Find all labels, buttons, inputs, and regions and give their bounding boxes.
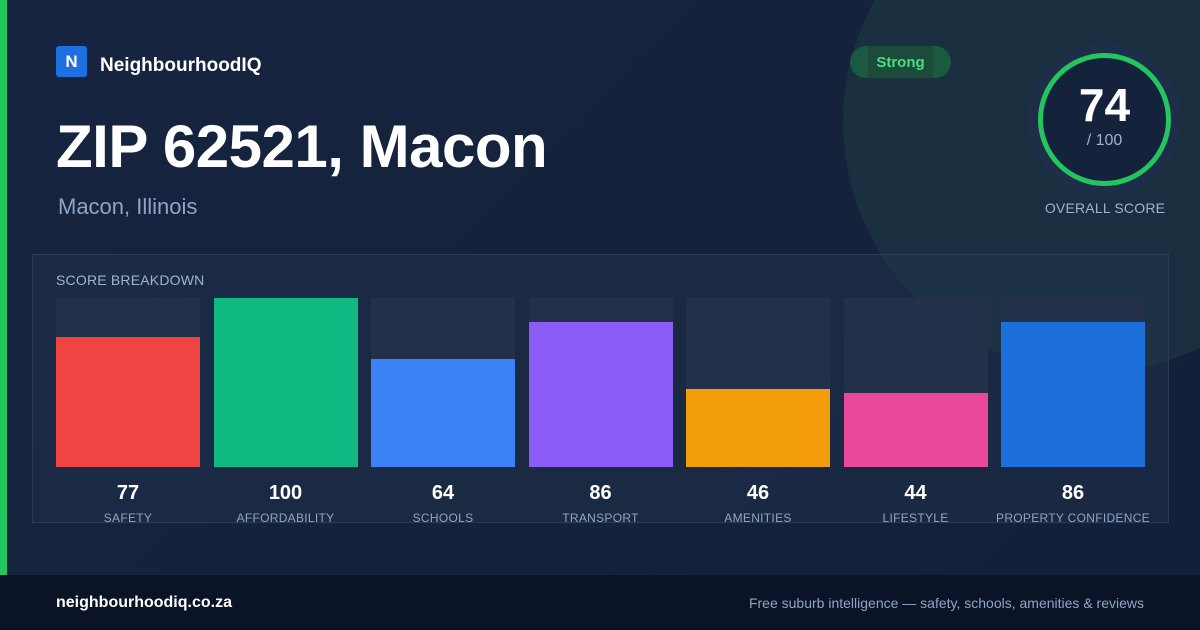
bar-value: 64	[431, 482, 455, 504]
bar-label: SCHOOLS	[412, 511, 474, 525]
bar-fill	[843, 393, 988, 467]
rating-badge: Strong	[850, 46, 951, 78]
score-bar-property-confidence: 86 PROPERTY CONFIDENCE	[996, 298, 1150, 525]
overall-score-label: OVERALL SCORE	[1044, 200, 1166, 216]
bar-value: 44	[904, 482, 927, 504]
bar-value: 77	[116, 482, 140, 504]
bar-track	[213, 298, 358, 467]
bar-value: 46	[746, 482, 770, 504]
page-title: ZIP 62521, Macon	[56, 113, 548, 180]
bar-fill	[528, 322, 673, 467]
brand-logo-icon: N	[56, 46, 87, 77]
bar-track	[56, 298, 200, 467]
bar-fill	[686, 389, 830, 467]
bar-value: 86	[589, 482, 612, 504]
score-bar-schools: 64 SCHOOLS	[371, 298, 515, 525]
score-bar-lifestyle: 44 LIFESTYLE	[843, 298, 988, 525]
bar-label: PROPERTY CONFIDENCE	[996, 511, 1150, 525]
bar-label: AMENITIES	[724, 511, 792, 525]
overall-score-ring	[1028, 43, 1181, 196]
score-bar-safety: 77 SAFETY	[56, 298, 200, 525]
bar-track	[371, 298, 515, 467]
bar-fill	[1001, 322, 1145, 467]
overall-score-max: / 100	[1086, 132, 1123, 149]
score-bar-amenities: 46 AMENITIES	[686, 298, 830, 525]
share-card: N NeighbourhoodIQ ZIP 62521, Macon Macon…	[0, 0, 1200, 575]
brand-name: NeighbourhoodIQ	[100, 54, 262, 76]
score-bar-transport: 86 TRANSPORT	[528, 298, 673, 525]
bar-value: 100	[268, 482, 303, 504]
bar-fill	[56, 337, 200, 467]
bar-value: 86	[1061, 482, 1085, 504]
bar-fill	[213, 298, 358, 467]
location-subtitle: Macon, Illinois	[58, 194, 198, 219]
bar-fill	[371, 359, 515, 467]
score-bar-affordability: 100 AFFORDABILITY	[213, 298, 358, 525]
bar-track	[1001, 298, 1145, 467]
bar-track	[686, 298, 830, 467]
overall-score-value: 74	[1078, 79, 1131, 131]
score-ring-progress	[1038, 53, 1171, 186]
accent-bar	[0, 0, 7, 575]
bar-label: SAFETY	[103, 511, 153, 525]
bar-label: LIFESTYLE	[882, 511, 949, 525]
bar-label: TRANSPORT	[562, 511, 639, 525]
score-breakdown-title: SCORE BREAKDOWN	[56, 272, 205, 288]
footer-site-link[interactable]: neighbourhoodiq.co.za	[56, 593, 232, 611]
footer: neighbourhoodiq.co.za Free suburb intell…	[0, 575, 1200, 630]
bar-label: AFFORDABILITY	[236, 511, 335, 525]
bar-track	[528, 298, 673, 467]
rating-badge-label: Strong	[876, 53, 925, 71]
score-breakdown-panel: SCORE BREAKDOWN 77 SAFETY 100 AFFORDABILITY…	[32, 254, 1169, 525]
brand[interactable]: N NeighbourhoodIQ	[56, 46, 261, 77]
bar-track	[843, 298, 988, 467]
footer-tagline: Free suburb intelligence — safety, schoo…	[748, 594, 1144, 611]
